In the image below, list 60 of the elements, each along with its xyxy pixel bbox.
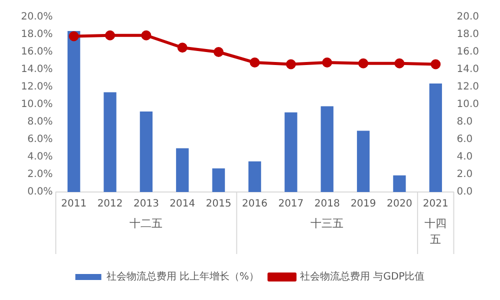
y2-tick-label: 20.0 (456, 12, 479, 23)
bar (284, 112, 298, 192)
bar (429, 84, 442, 192)
y2-tick-label: 14.0 (456, 64, 479, 76)
x-tick-label: 2011 (61, 198, 87, 210)
legend-label: 社会物流总费用 与GDP比值 (300, 270, 425, 283)
x-tick-label: 2013 (133, 198, 159, 210)
y2-tick-label: 6.0 (456, 134, 473, 146)
point (214, 47, 224, 57)
x-tick-label: 2018 (314, 198, 340, 210)
x-tick-label: 2016 (242, 198, 268, 210)
x-tick-label: 2015 (206, 198, 232, 210)
point (430, 59, 441, 70)
y-tick-label: 8.0% (27, 116, 53, 128)
y-tick-label: 10.0% (20, 99, 53, 110)
y-tick-label: 4.0% (27, 152, 53, 163)
y-tick-label: 2.0% (27, 169, 53, 180)
x-tick-label: 2014 (170, 198, 196, 210)
bar (320, 106, 334, 192)
bar (140, 112, 153, 192)
y2-tick-label: 10.0 (456, 99, 479, 110)
y2-tick-label: 4.0 (456, 152, 473, 163)
point (105, 30, 116, 40)
point (358, 58, 368, 68)
point (394, 58, 404, 68)
bar (356, 130, 370, 192)
y-tick-label: 20.0% (20, 12, 53, 23)
point (250, 58, 260, 68)
x-tick-label: 2017 (278, 198, 304, 210)
x-tick-label: 2021 (422, 198, 448, 210)
x-tick-label: 2012 (97, 198, 123, 210)
y2-tick-label: 8.0 (456, 116, 473, 128)
y-tick-label: 6.0% (27, 134, 53, 146)
y-tick-label: 18.0% (20, 29, 53, 40)
bar (68, 31, 80, 192)
bar (248, 161, 262, 192)
point (286, 59, 296, 70)
bar (176, 148, 189, 192)
y2-tick-label: 2.0 (456, 169, 473, 180)
point (322, 58, 332, 68)
text: 十二五 (130, 216, 163, 230)
bar (104, 92, 116, 192)
y2-tick-label: 12.0 (456, 82, 479, 93)
x-tick-label: 2019 (350, 198, 376, 210)
point (141, 30, 152, 40)
y2-tick-label: 16.0 (456, 46, 479, 58)
y-tick-label: 14.0% (20, 64, 53, 76)
text: 十四五 (424, 216, 447, 246)
y-tick-label: 12.0% (20, 82, 53, 93)
y-tick-label: 0.0% (27, 186, 53, 198)
legend-label: 社会物流总费用 比上年增长（%） (106, 270, 260, 283)
y-tick-label: 16.0% (20, 46, 53, 58)
bar (393, 175, 406, 192)
y2-tick-label: 18.0 (456, 29, 479, 40)
point (177, 42, 188, 53)
text: 十三五 (310, 216, 344, 230)
y2-tick-label: 0.0 (456, 186, 473, 198)
bar (212, 168, 225, 192)
point (68, 31, 79, 42)
x-tick-label: 2020 (386, 198, 412, 210)
